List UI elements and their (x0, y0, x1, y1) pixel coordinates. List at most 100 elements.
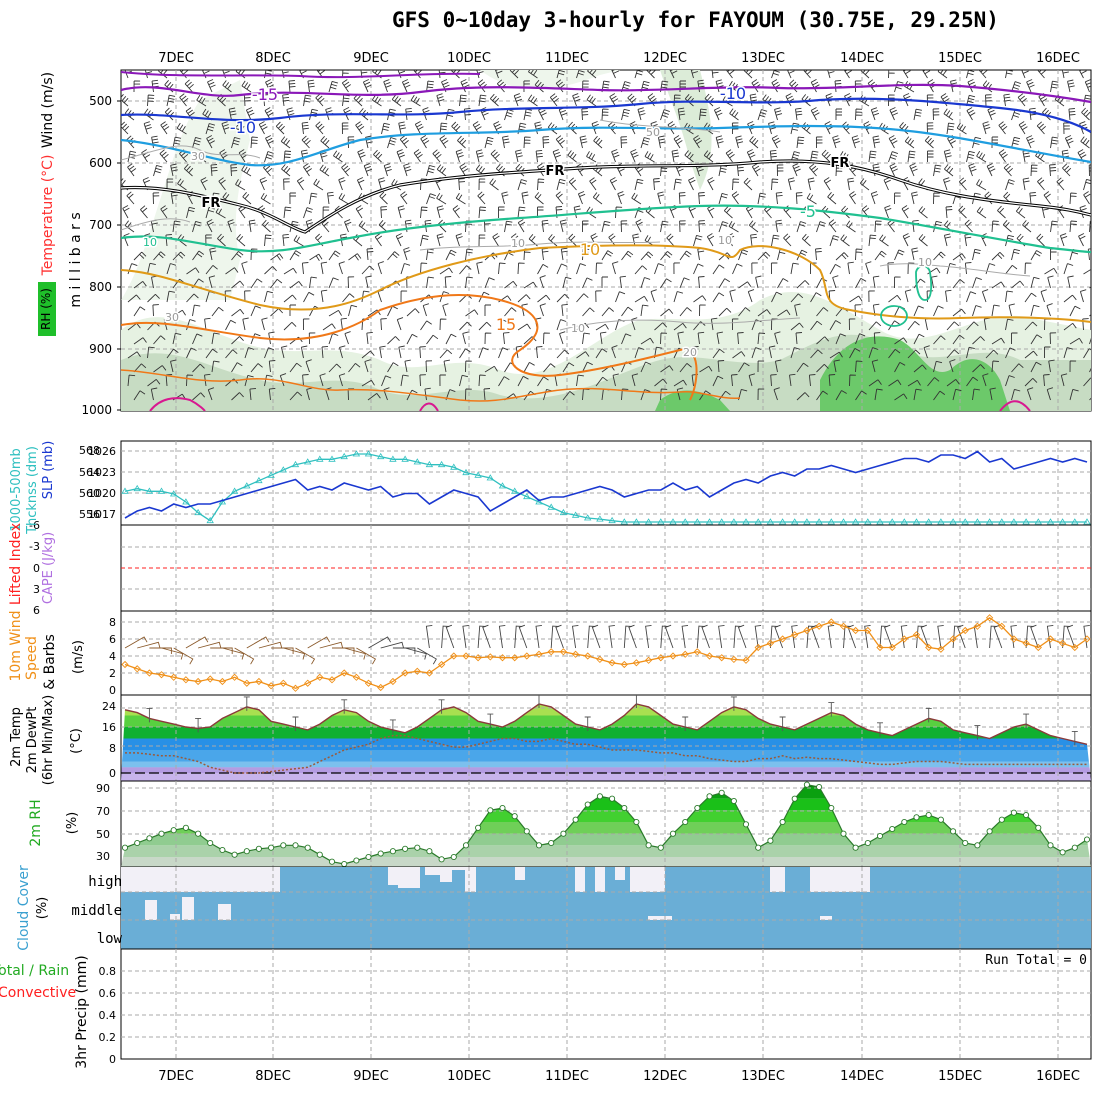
wind-barb (848, 318, 856, 331)
wind-barb (480, 107, 489, 121)
wind-barb (1069, 220, 1077, 233)
thickness-point (669, 518, 677, 525)
wind-barb (801, 233, 811, 247)
wind-barb (827, 70, 835, 79)
wind-barb (802, 70, 812, 79)
wind-barb (372, 70, 382, 79)
wind-speed-point (474, 654, 482, 662)
wind-barb (218, 177, 226, 191)
wind-barb (790, 347, 801, 359)
lifted-index-label: Lifted Index (8, 523, 24, 605)
wind-barb (612, 373, 619, 387)
wind-barb (225, 267, 239, 275)
contour-label: -10 (230, 118, 256, 137)
wind-barb (459, 321, 472, 331)
wind-barb (338, 373, 346, 387)
wind10m-barb (417, 647, 437, 665)
wind-barb (559, 331, 566, 345)
wind-barb (361, 350, 375, 359)
wind10m-barb (989, 625, 998, 649)
wind-barb (316, 70, 326, 79)
wind-barb (361, 290, 370, 303)
wind-barb (909, 163, 918, 177)
wind-barb (640, 137, 651, 149)
wind-barb (1011, 280, 1025, 289)
wind-barb (404, 359, 411, 373)
wind-barb (186, 347, 197, 359)
wind-barb (776, 164, 784, 177)
thickness-point (998, 518, 1006, 525)
thickness-point (462, 468, 470, 476)
wind-barb (455, 233, 463, 247)
wind10m-barb (149, 647, 172, 654)
wind-speed-tick: 2 (109, 667, 116, 680)
wind-barb (582, 220, 589, 232)
wind-barb (844, 93, 853, 107)
date-label-bottom: 9DEC (353, 1069, 389, 1084)
wind-barb (365, 275, 372, 289)
pressure-tick-label: 900 (89, 342, 112, 356)
wind-speed-point (998, 622, 1006, 630)
rh-point (864, 839, 871, 847)
wind-barb (465, 360, 472, 373)
wind-speed-point (1034, 643, 1042, 652)
wind-barb (413, 149, 423, 163)
wind-speed-tick: 6 (109, 633, 116, 646)
minmax-bar (635, 695, 637, 708)
rh-point (134, 839, 141, 847)
wind-barb (153, 251, 166, 261)
wind-barb (868, 379, 882, 387)
wind-barb (502, 332, 510, 345)
wind-barb (365, 135, 373, 149)
wind10m-barb (210, 647, 233, 654)
wind10m-barb (681, 624, 689, 649)
rh-point (950, 828, 957, 835)
wind-barb (209, 247, 217, 261)
wind-barb (432, 149, 442, 163)
wind-speed-point (218, 677, 227, 686)
wind-barb (244, 374, 254, 387)
temp-tick-label: 8 (109, 742, 116, 755)
chart-title: GFS 0~10day 3-hourly for FAYOUM (30.75E,… (392, 8, 999, 32)
precip-axis-label: 3hr Precip (mm) (74, 955, 90, 1068)
wind-barb (567, 150, 577, 163)
wind-barb (774, 359, 782, 373)
wind-barb (966, 376, 979, 387)
wind-barb (400, 374, 409, 387)
rh-point (365, 853, 372, 861)
wind-barb (972, 136, 982, 149)
wind-barb (907, 150, 916, 163)
wind-barb (241, 261, 248, 275)
wind-speed-point (620, 660, 628, 669)
wind-barb (972, 336, 985, 345)
wind10m-label-b: Speed (24, 636, 40, 680)
wind-barb (991, 220, 999, 233)
wind-barb (660, 220, 669, 233)
wind-barb (713, 107, 723, 121)
wind-barb (568, 177, 577, 191)
wind-barb (894, 192, 901, 205)
wind-barb (631, 317, 638, 331)
wind-barb (1089, 220, 1091, 233)
wind-barb (504, 280, 518, 289)
wind-barb (868, 234, 877, 247)
wind-barb (177, 178, 187, 191)
wind-barb (321, 345, 329, 359)
date-label-top: 8DEC (255, 51, 291, 66)
wind-barb (839, 151, 850, 163)
wind-barb (619, 275, 626, 289)
wind-barb (640, 337, 654, 345)
wind-barb (556, 319, 567, 331)
wind-barb (640, 361, 652, 373)
rh-point (219, 846, 226, 854)
pressure-tick-label: 700 (89, 218, 112, 232)
date-label-top: 10DEC (447, 51, 491, 66)
rh-point (121, 844, 129, 851)
cloud-high-gap (440, 867, 452, 882)
wind-barb (147, 94, 155, 107)
wind-barb (966, 94, 976, 107)
wind-barb (127, 374, 136, 387)
wind-barb (582, 361, 593, 373)
wind-barb (264, 374, 273, 387)
wind-barb (716, 331, 723, 345)
